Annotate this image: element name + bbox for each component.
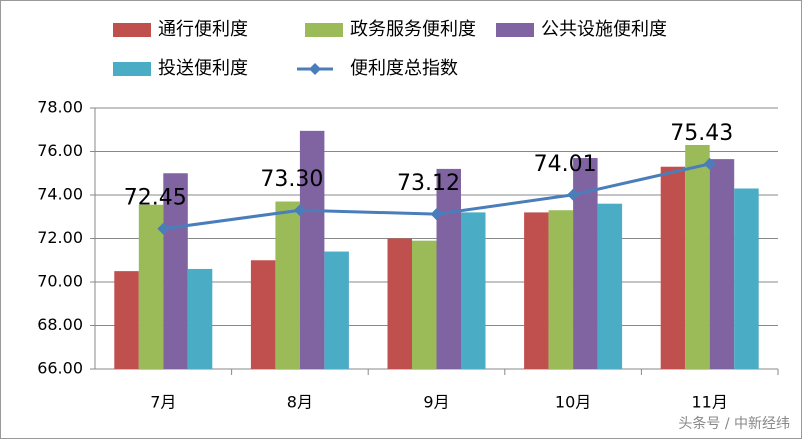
line-marker [293, 204, 306, 217]
line-marker [567, 188, 580, 201]
legend-label: 政务服务便利度 [350, 19, 476, 40]
legend-swatch [309, 63, 321, 75]
bar [548, 210, 574, 369]
legend-label: 公共设施便利度 [541, 19, 667, 40]
y-tick-label: 76.00 [37, 141, 83, 160]
bar [461, 212, 486, 369]
x-tick-label: 11月 [692, 393, 728, 412]
legend-label: 投送便利度 [158, 58, 248, 79]
bar [709, 159, 735, 369]
x-tick-label: 9月 [423, 393, 449, 412]
bar [250, 260, 276, 369]
bar [114, 271, 139, 369]
x-tick-label: 7月 [150, 393, 176, 412]
legend-swatch [496, 23, 534, 37]
legend-swatch [113, 62, 151, 76]
x-tick-label: 10月 [555, 393, 591, 412]
y-tick-label: 74.00 [37, 185, 83, 204]
line-marker [430, 208, 443, 221]
bar [387, 238, 412, 369]
line-marker [157, 222, 170, 235]
bar [299, 130, 325, 369]
legend-swatch [305, 23, 343, 37]
watermark: 头条号 / 中新经纬 [678, 415, 790, 432]
line-marker [703, 157, 716, 170]
y-tick-label: 66.00 [37, 359, 83, 378]
x-tick-label: 8月 [287, 393, 313, 412]
value-label: 72.45 [124, 186, 187, 211]
y-tick-label: 78.00 [37, 98, 83, 117]
bar [187, 268, 213, 369]
y-tick-label: 68.00 [37, 315, 83, 334]
value-label: 73.30 [260, 167, 323, 192]
legend-swatch [113, 23, 151, 37]
bar [324, 251, 349, 369]
bar [275, 201, 300, 369]
bar [436, 168, 461, 369]
value-label: 73.12 [397, 171, 460, 196]
bar [660, 166, 686, 369]
bar [734, 188, 759, 369]
value-label: 75.43 [670, 121, 733, 146]
bar [524, 212, 549, 369]
value-label: 74.01 [534, 152, 597, 177]
legend-label: 通行便利度 [158, 19, 248, 40]
y-tick-label: 70.00 [37, 272, 83, 291]
y-tick-label: 72.00 [37, 228, 83, 247]
bar [597, 203, 623, 369]
bar [412, 240, 437, 369]
legend-label: 便利度总指数 [350, 58, 458, 79]
bar [163, 173, 188, 369]
bar [685, 144, 710, 369]
bar [138, 204, 164, 369]
